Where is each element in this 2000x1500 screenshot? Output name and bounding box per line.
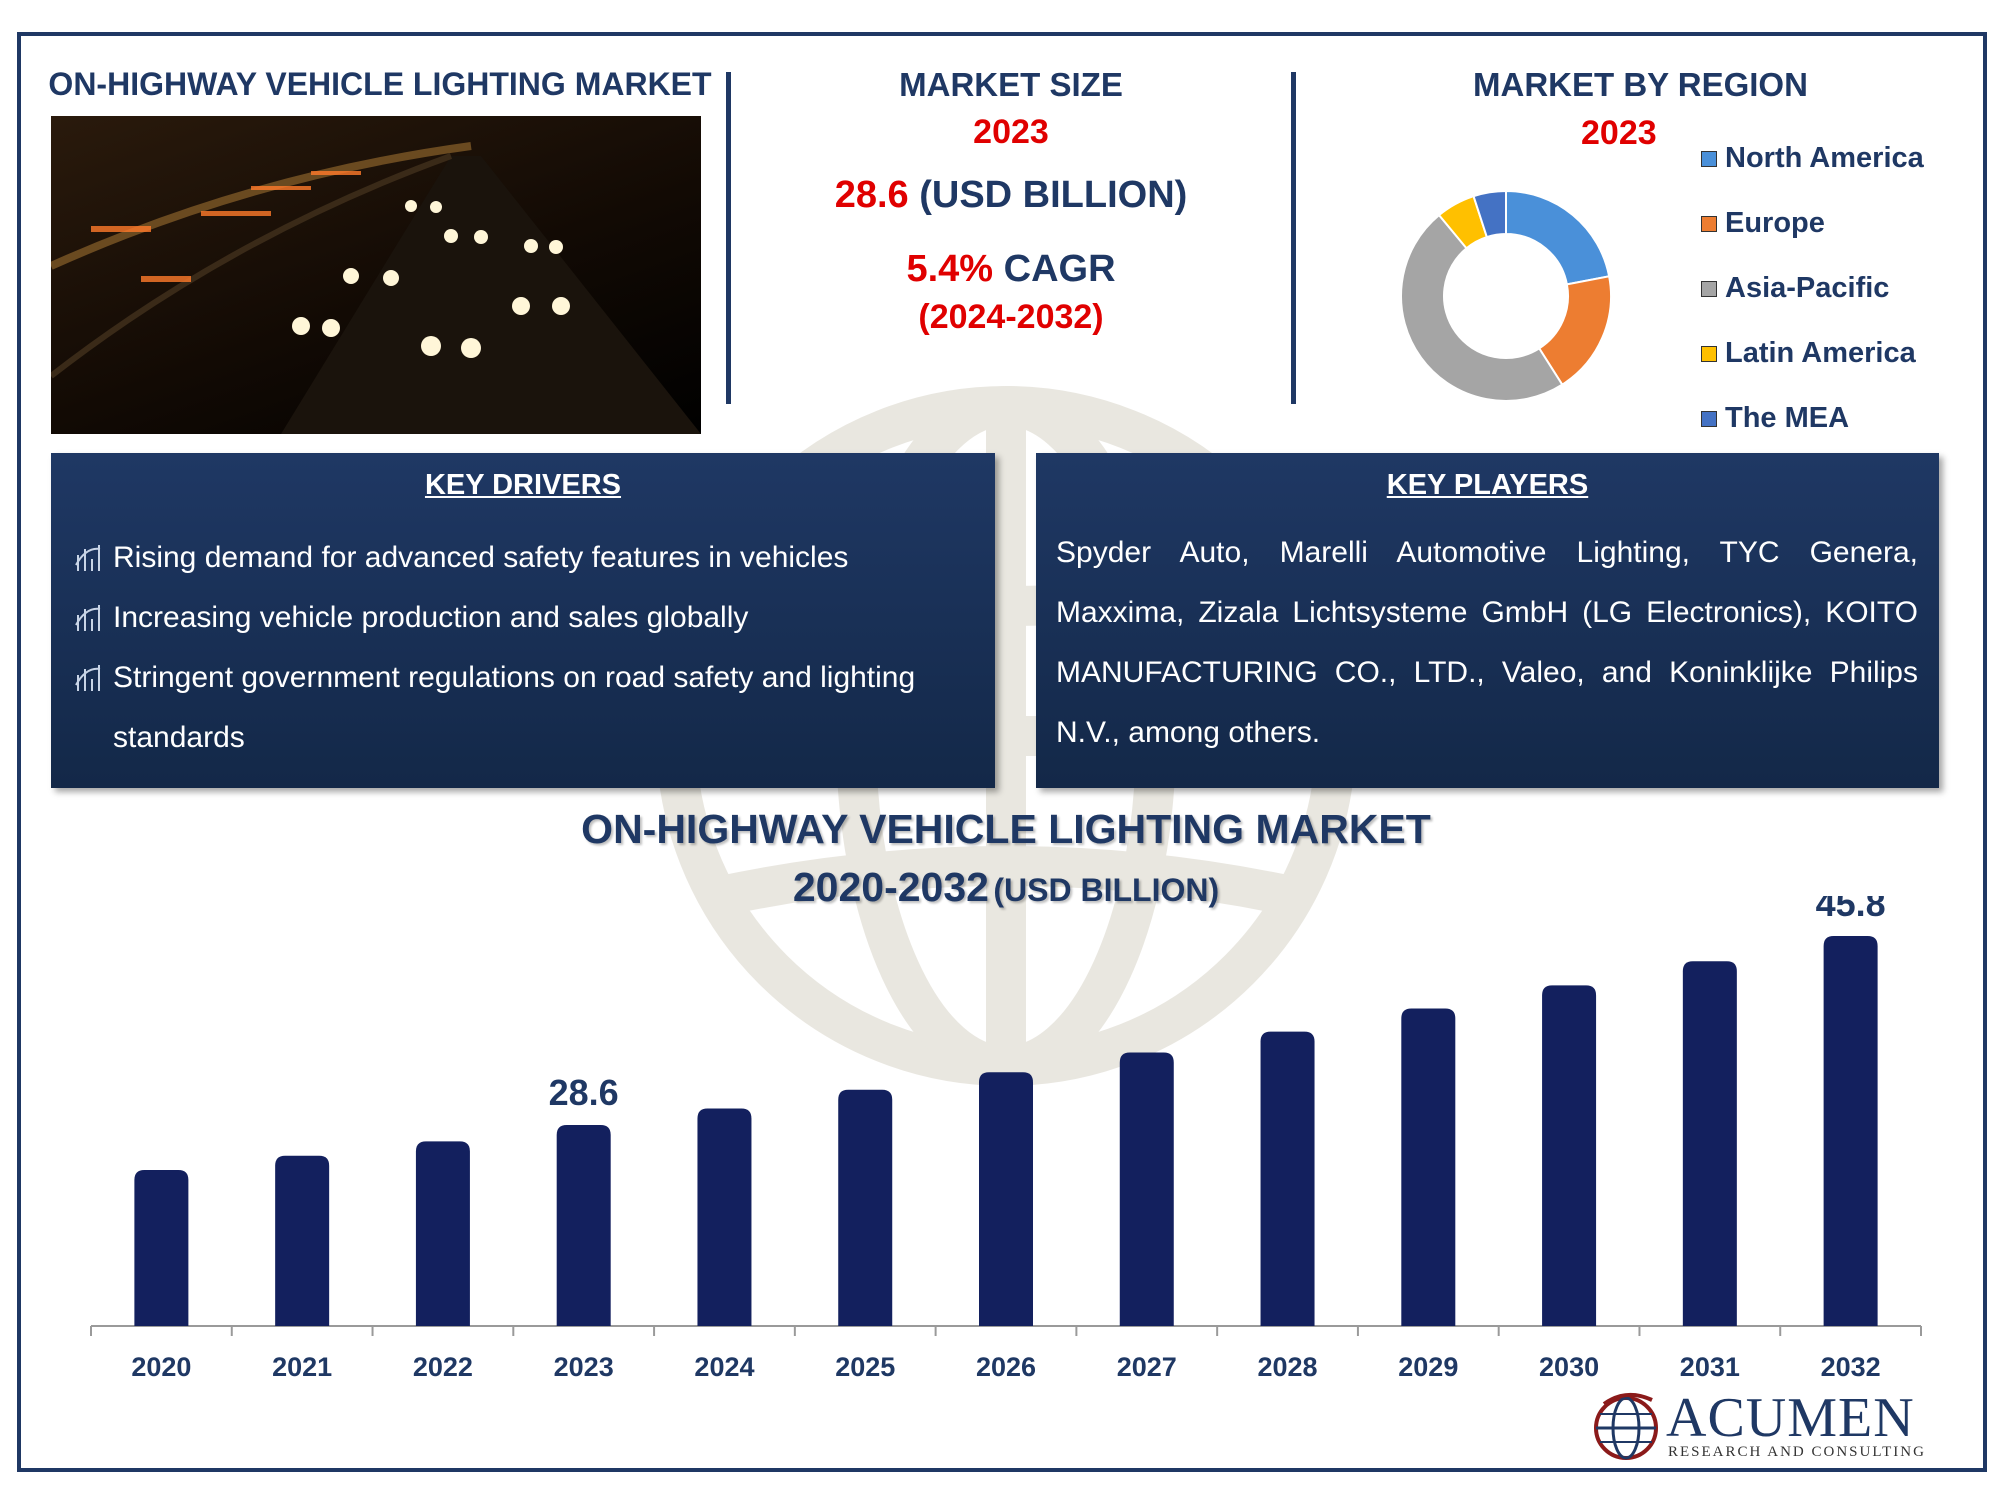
market-size-value: 28.6 (USD BILLION) [746, 174, 1276, 217]
data-label-2032: 45.8 [1816, 896, 1886, 924]
legend-swatch [1701, 280, 1717, 297]
cagr-value: 5.4% [906, 248, 994, 290]
legend-label: Europe [1725, 207, 1825, 239]
x-tick-label: 2029 [1398, 1352, 1458, 1382]
legend-item: Europe [1701, 191, 1924, 256]
driver-item: Stringent government regulations on road… [63, 648, 983, 708]
region-title: MARKET BY REGION [1473, 66, 1808, 103]
x-tick-label: 2028 [1257, 1352, 1317, 1382]
driver-text: Rising demand for advanced safety featur… [113, 541, 849, 574]
x-tick-label: 2027 [1117, 1352, 1177, 1382]
legend-swatch [1701, 215, 1717, 232]
legend-swatch [1701, 150, 1717, 167]
market-bar-chart: 2020 2021 2022 2023 28.6 2024 2025 2026 2027 2028… [90, 896, 1922, 1382]
x-tick-label: 2022 [413, 1352, 473, 1382]
x-tick-label: 2020 [131, 1352, 191, 1382]
growth-chart-icon [63, 708, 113, 768]
bar-2028 [1260, 1031, 1315, 1326]
bar-2026 [979, 1072, 1033, 1326]
chart-subtitle-years: 2020-2032 [792, 864, 989, 910]
donut-slice-asia-pacific [1400, 213, 1564, 402]
bar-2020 [134, 1170, 189, 1326]
x-tick-label: 2021 [272, 1352, 332, 1382]
legend-label: Asia-Pacific [1725, 272, 1890, 304]
growth-chart-icon [63, 588, 113, 648]
chart-title: ON-HIGHWAY VEHICLE LIGHTING MARKET [581, 806, 1431, 852]
region-legend: North America Europe Asia-Pacific Latin Ame… [1701, 126, 1924, 451]
legend-swatch [1701, 345, 1717, 362]
x-tick-label: 2024 [694, 1352, 754, 1382]
region-donut-chart [1400, 189, 1612, 402]
bar-2030 [1542, 985, 1597, 1326]
logo-name: ACUMEN [1666, 1387, 1915, 1449]
bar-2024 [697, 1108, 752, 1326]
key-drivers-list: Rising demand for advanced safety featur… [63, 528, 983, 768]
legend-item: Latin America [1701, 321, 1924, 386]
legend-item: The MEA [1701, 386, 1924, 451]
cagr-line: 5.4% CAGR [746, 248, 1276, 291]
key-drivers-title: KEY DRIVERS [424, 469, 622, 501]
growth-chart-icon [63, 648, 113, 708]
x-tick-label: 2025 [835, 1352, 895, 1382]
logo-tagline: RESEARCH AND CONSULTING [1668, 1444, 1926, 1460]
cagr-period: (2024-2032) [918, 298, 1104, 336]
legend-item: North America [1701, 126, 1924, 191]
bar-2031 [1682, 961, 1737, 1326]
driver-text: Increasing vehicle production and sales … [113, 601, 749, 634]
x-tick-label: 2031 [1680, 1352, 1740, 1382]
bar-2025 [838, 1089, 893, 1326]
bar-2029 [1401, 1008, 1456, 1326]
divider-line [1291, 72, 1296, 404]
driver-item: standards [63, 708, 983, 768]
driver-item: Rising demand for advanced safety featur… [63, 528, 983, 588]
market-size-title: MARKET SIZE [899, 66, 1123, 103]
acumen-logo: ACUMEN RESEARCH AND CONSULTING [1586, 1386, 1983, 1468]
donut-slice-north-america [1505, 189, 1611, 286]
data-label-2023: 28.6 [549, 1072, 619, 1113]
bar-2021 [275, 1155, 330, 1326]
chart-subtitle-unit: (USD BILLION) [993, 872, 1220, 908]
bar-2032 [1823, 936, 1878, 1326]
chart-subtitle: 2020-2032 (USD BILLION) [21, 864, 1983, 911]
legend-label: North America [1725, 142, 1924, 174]
bar-2027 [1119, 1052, 1174, 1326]
growth-chart-icon [63, 528, 113, 588]
driver-text: standards [113, 721, 245, 754]
driver-item: Increasing vehicle production and sales … [63, 588, 983, 648]
legend-swatch [1701, 410, 1717, 427]
legend-label: The MEA [1725, 402, 1850, 434]
bar-2022 [415, 1141, 470, 1326]
x-tick-label: 2023 [554, 1352, 614, 1382]
driver-text: Stringent government regulations on road… [113, 661, 916, 694]
region-year: 2023 [1581, 114, 1657, 152]
cagr-label: CAGR [1003, 248, 1116, 290]
key-drivers-panel: KEY DRIVERS Rising demand for advanced s… [51, 453, 995, 788]
globe-logo-icon [1594, 1392, 1658, 1460]
market-size-unit: (USD BILLION) [919, 174, 1188, 216]
market-size-year: 2023 [973, 113, 1049, 151]
market-size-number: 28.6 [834, 174, 909, 216]
report-title: ON-HIGHWAY VEHICLE LIGHTING MARKET [48, 66, 712, 102]
bar-2023 [556, 1124, 611, 1326]
x-tick-label: 2030 [1539, 1352, 1599, 1382]
key-players-text: Spyder Auto, Marelli Automotive Lighting… [1056, 536, 1918, 749]
divider-line [726, 72, 731, 404]
x-tick-label: 2032 [1821, 1352, 1881, 1382]
infographic-frame: ON-HIGHWAY VEHICLE LIGHTING MARKET [17, 32, 1987, 1472]
key-players-panel: KEY PLAYERS Spyder Auto, Marelli Automot… [1036, 453, 1939, 788]
legend-item: Asia-Pacific [1701, 256, 1924, 321]
highway-night-photo [51, 116, 701, 434]
x-tick-label: 2026 [976, 1352, 1036, 1382]
legend-label: Latin America [1725, 337, 1916, 369]
donut-slice-the-mea [1472, 189, 1507, 239]
key-players-title: KEY PLAYERS [1386, 469, 1589, 501]
